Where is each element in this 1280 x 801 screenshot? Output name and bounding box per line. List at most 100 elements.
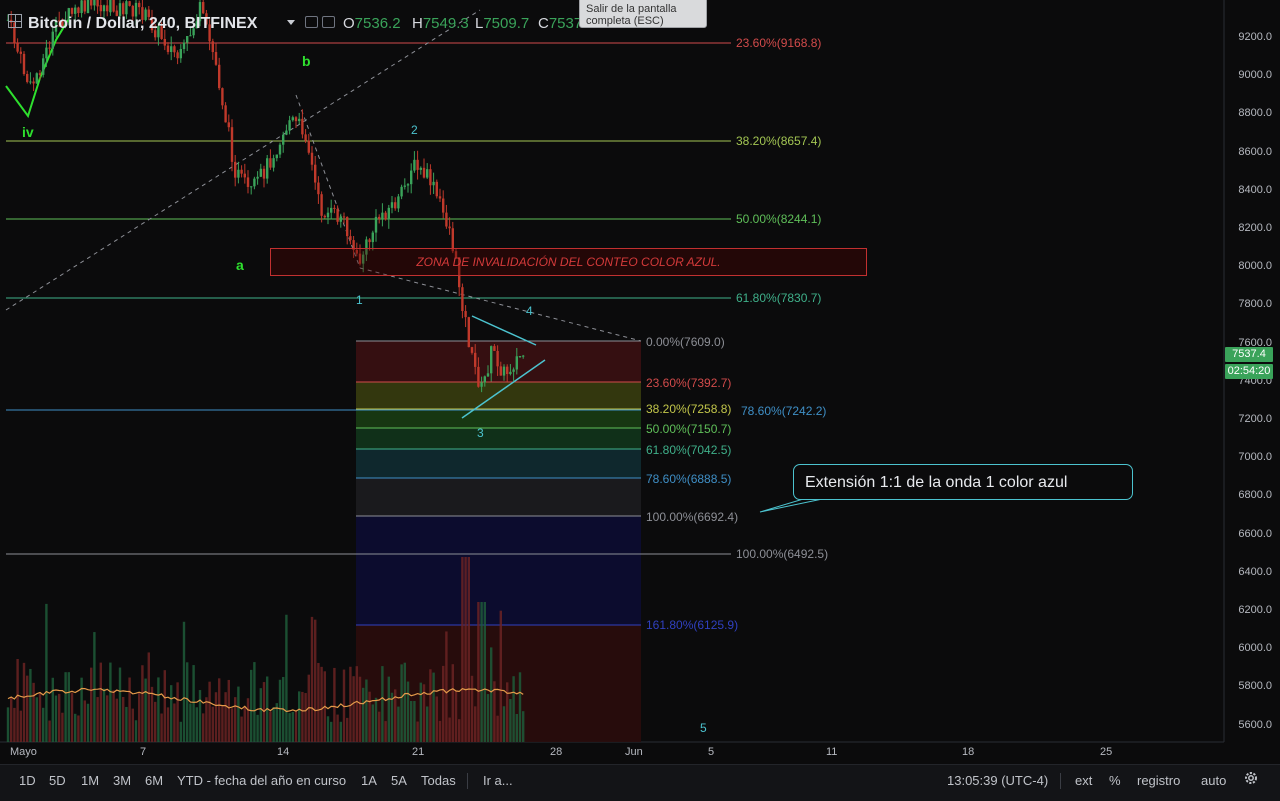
volume-bar — [77, 715, 80, 742]
annotation-callout[interactable]: Extensión 1:1 de la onda 1 color azul — [793, 464, 1133, 500]
volume-bar — [221, 704, 224, 742]
volume-bar — [186, 662, 189, 742]
volume-bar — [144, 678, 147, 742]
candle-body — [205, 13, 208, 25]
volume-bar — [522, 711, 525, 742]
wave-label-1: 1 — [356, 293, 363, 307]
candle-body — [438, 196, 442, 199]
candle-body — [448, 226, 451, 229]
volume-bar — [413, 700, 416, 742]
volume-bar — [224, 692, 227, 742]
volume-bar — [182, 621, 186, 742]
volume-bar — [35, 697, 38, 742]
volume-bar — [90, 667, 93, 742]
symbol-search-icon[interactable] — [8, 14, 22, 28]
candle-body — [253, 178, 256, 187]
candle-body — [237, 169, 240, 178]
timeframe-1m[interactable]: 1M — [81, 773, 100, 788]
candle-body — [96, 0, 99, 7]
fib-ext-label: 161.80%(6125.9) — [646, 618, 739, 632]
candle-body — [502, 366, 506, 376]
fib-label: 50.00%(8244.1) — [736, 212, 822, 226]
timeframe-all[interactable]: Todas — [421, 773, 456, 788]
candle-body — [141, 7, 144, 20]
invalidation-zone[interactable]: ZONA DE INVALIDACIÓN DEL CONTEO COLOR AZ… — [270, 248, 867, 276]
volume-bar — [192, 665, 195, 742]
volume-bar — [54, 695, 58, 742]
volume-moving-average — [7, 687, 524, 713]
timeframe-3m[interactable]: 3M — [113, 773, 132, 788]
time-tick-label: 7 — [140, 746, 147, 758]
fib-label: 23.60%(9168.8) — [736, 36, 822, 50]
timeframe-ytd[interactable]: YTD - fecha del año en curso — [177, 773, 347, 788]
volume-bar — [358, 676, 362, 742]
clock[interactable]: 13:05:39 (UTC-4) — [947, 773, 1049, 788]
wave-label-5: 5 — [700, 721, 707, 735]
candle-body — [138, 2, 141, 8]
chevron-down-icon[interactable] — [287, 20, 295, 25]
candle-body — [333, 207, 336, 209]
time-tick-label: 5 — [708, 746, 715, 758]
time-tick-label: 28 — [550, 746, 563, 758]
timeframe-1a[interactable]: 1A — [361, 773, 377, 788]
candle-body — [176, 52, 179, 59]
volume-bar — [352, 676, 355, 742]
candle-body — [394, 202, 397, 209]
volume-bar — [19, 710, 22, 742]
ohlc-open: O7536.2 — [343, 15, 401, 32]
candle-body — [413, 159, 416, 171]
candle-body — [102, 5, 106, 12]
percent-scale-toggle[interactable]: % — [1109, 773, 1121, 788]
price-tick-label: 6800.0 — [1238, 489, 1272, 502]
auto-scale-toggle[interactable]: auto — [1201, 773, 1227, 788]
candle-body — [38, 73, 42, 75]
volume-bar — [246, 698, 250, 742]
price-tick-label: 6000.0 — [1238, 642, 1272, 655]
volume-bar — [278, 679, 282, 742]
price-chart[interactable] — [0, 0, 1280, 764]
symbol-title[interactable]: Bitcoin / Dollar, 240, BITFINEX — [28, 15, 258, 32]
candle-body — [80, 0, 83, 14]
candle-body — [368, 239, 371, 243]
volume-bar — [160, 713, 163, 742]
timeframe-6m[interactable]: 6M — [145, 773, 164, 788]
volume-bar — [253, 662, 256, 742]
candle-body — [496, 350, 499, 367]
timeframe-5a[interactable]: 5A — [391, 773, 407, 788]
candle-body — [522, 355, 525, 357]
settings-icon[interactable] — [305, 16, 318, 28]
volume-bar — [198, 690, 202, 742]
volume-bar — [83, 700, 86, 742]
volume-bar — [208, 681, 211, 742]
candle-body — [262, 168, 266, 179]
log-scale-toggle[interactable]: registro — [1137, 773, 1181, 788]
candle-body — [134, 2, 138, 17]
volume-bar — [106, 695, 109, 742]
volume-bar — [138, 692, 141, 742]
extended-hours-toggle[interactable]: ext — [1075, 773, 1093, 788]
goto-date-button[interactable]: Ir a... — [483, 773, 513, 788]
candle-body — [314, 164, 317, 183]
time-tick-label: 11 — [826, 746, 838, 758]
candle-body — [458, 257, 461, 288]
candle-body — [432, 181, 435, 186]
fullscreen-tooltip: Salir de la pantalla completa (ESC) — [579, 0, 707, 28]
candle-body — [74, 7, 77, 14]
compare-icon[interactable] — [322, 16, 335, 28]
wave-label-3: 3 — [477, 426, 484, 440]
fib-label: 78.60%(7242.2) — [741, 404, 827, 418]
candle-body — [214, 52, 218, 65]
timeframe-5d[interactable]: 5D — [49, 773, 66, 788]
volume-bar — [506, 682, 509, 742]
volume-bar — [237, 686, 240, 742]
volume-bar — [394, 689, 397, 742]
volume-bar — [422, 684, 426, 742]
candle-body — [230, 127, 234, 162]
gear-icon[interactable] — [1243, 770, 1259, 786]
candle-body — [19, 51, 22, 54]
timeframe-1d[interactable]: 1D — [19, 773, 36, 788]
wave-label-2: 2 — [411, 123, 418, 137]
candle-body — [58, 20, 61, 22]
candle-body — [269, 158, 272, 168]
candle-body — [54, 20, 58, 32]
